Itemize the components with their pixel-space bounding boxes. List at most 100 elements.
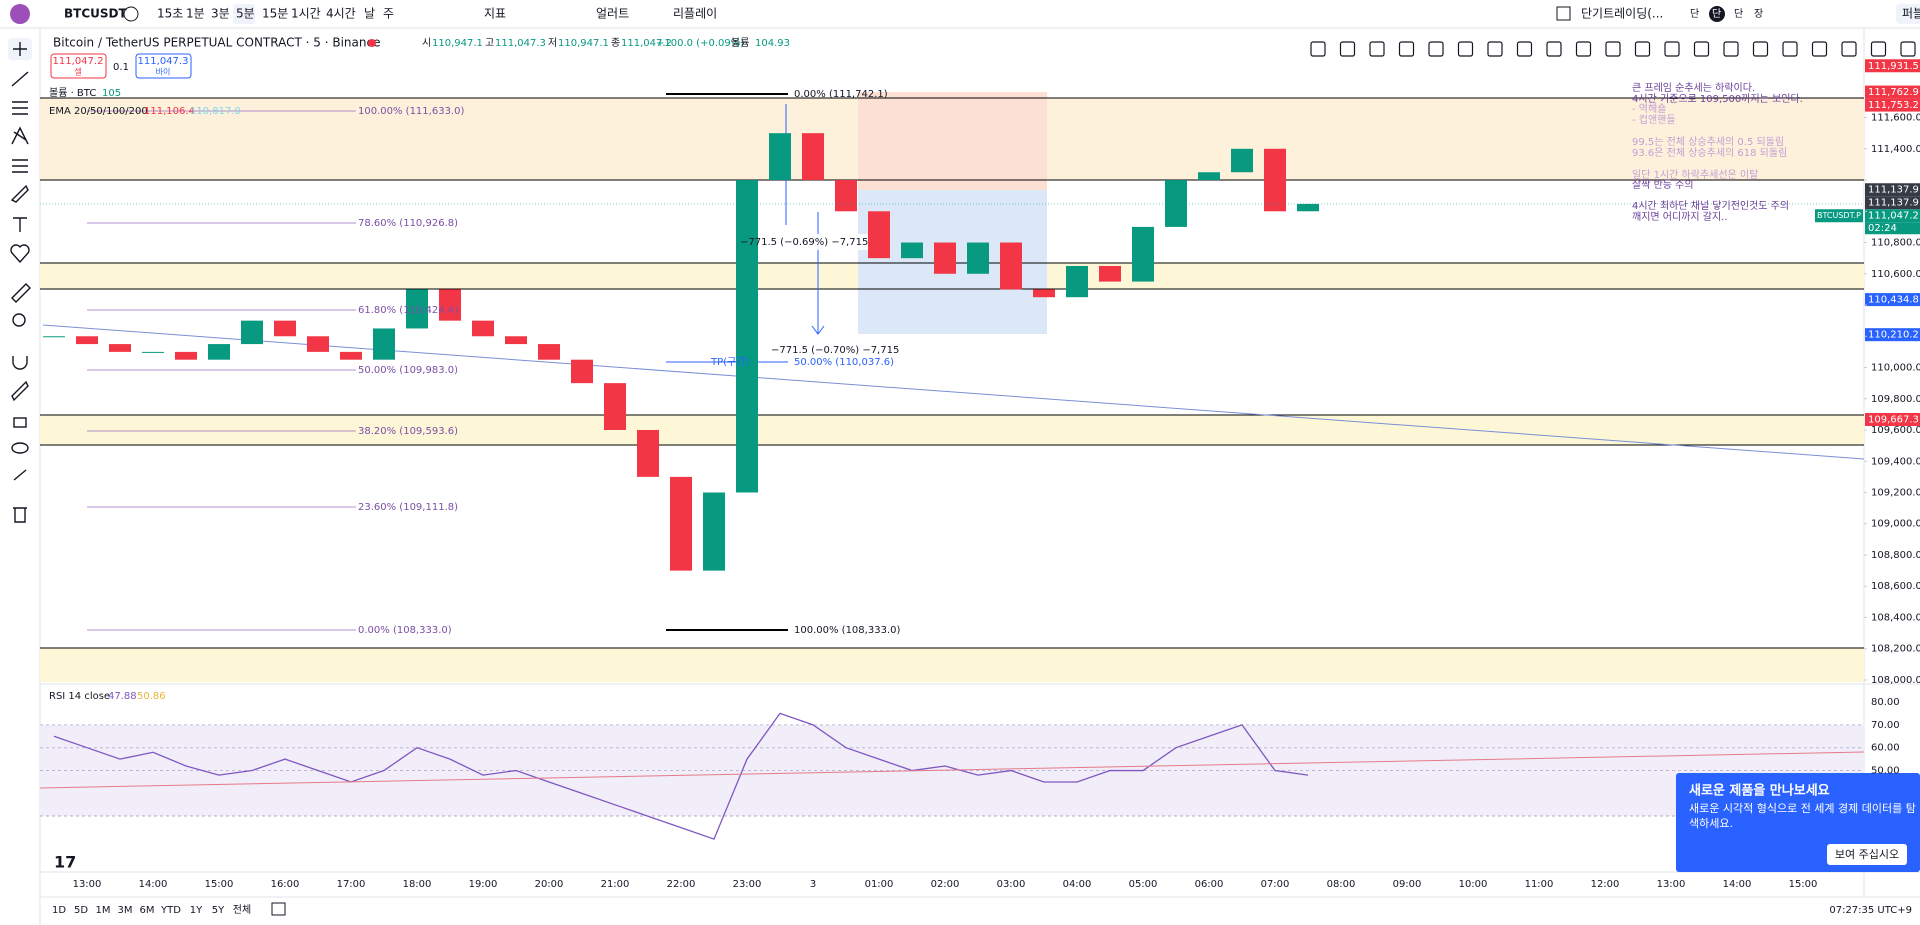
range-button[interactable]: 1D [52, 905, 66, 916]
range-button[interactable]: 5D [74, 905, 88, 916]
mode[interactable]: 단 [1734, 8, 1743, 20]
interval[interactable]: 4시간 [326, 7, 356, 21]
drawing-tool[interactable] [1339, 41, 1356, 57]
buy-price[interactable]: 111,047.3 [138, 56, 189, 67]
drawing-tool[interactable] [1693, 41, 1710, 57]
interval[interactable]: 5분 [236, 7, 255, 21]
candle [604, 383, 626, 431]
drawing-tool[interactable] [1457, 41, 1474, 57]
popup-button-label[interactable]: 보여 주십시오 [1835, 848, 1899, 861]
favorites-tool[interactable] [10, 244, 30, 264]
drawing-tool[interactable] [1369, 41, 1385, 57]
drawing-tool[interactable] [1398, 41, 1415, 57]
popup-title: 새로운 제품을 만나보세요 [1689, 783, 1830, 799]
drawing-tool[interactable] [1575, 41, 1592, 57]
publish-button[interactable] [1896, 4, 1920, 24]
drawing-tool[interactable] [1546, 41, 1562, 57]
drawing-tool[interactable] [1516, 41, 1533, 57]
layout-checkbox[interactable] [1556, 6, 1571, 21]
lock-tool[interactable] [13, 417, 27, 428]
publish[interactable]: 퍼블 [1902, 7, 1920, 21]
trendline-tool[interactable] [11, 71, 29, 87]
indicators[interactable]: 지표 [484, 7, 506, 21]
interval[interactable]: 주 [383, 7, 394, 21]
magnet-tool[interactable] [12, 356, 28, 370]
x-tick-label: 14:00 [1723, 879, 1752, 890]
popup[interactable]: 새로운 제품을 만나보세요 새로운 시각적 형식으로 전 세계 경제 데이터를 … [1676, 773, 1920, 872]
candle [307, 336, 329, 352]
replay[interactable]: 리플레이 [673, 7, 717, 21]
delete-tool[interactable] [13, 507, 27, 523]
mode-active[interactable] [1709, 6, 1725, 22]
alert[interactable]: 얼러트 [596, 7, 629, 21]
interval[interactable]: 1시간 [291, 7, 321, 21]
price-tag-label: 111,762.9 [1868, 87, 1919, 98]
range-button[interactable]: 5Y [212, 905, 225, 916]
ohlc-key: 고 [485, 38, 494, 49]
range-button[interactable]: 전체 [233, 904, 251, 916]
interval[interactable]: 1분 [186, 7, 205, 21]
popup-button[interactable] [1827, 844, 1907, 865]
x-tick-label: 14:00 [139, 879, 168, 890]
ruler-tool[interactable] [11, 283, 31, 303]
range-button[interactable]: 1Y [190, 905, 203, 916]
lock-drawing-tool[interactable] [11, 380, 29, 402]
avatar[interactable] [10, 4, 30, 24]
candle [439, 289, 461, 321]
interval[interactable]: 3분 [211, 7, 230, 21]
candle [736, 180, 758, 493]
fib-tool[interactable] [12, 101, 28, 115]
hide-tool[interactable] [11, 442, 29, 454]
y-tick-label: 108,200.0 [1871, 644, 1920, 655]
drawing-tool[interactable] [1870, 41, 1887, 57]
interval[interactable]: 날 [364, 7, 375, 21]
drawing-tool[interactable] [1487, 41, 1503, 57]
drawing-tool[interactable] [1310, 41, 1326, 57]
mode[interactable]: 단 [1690, 8, 1699, 20]
drawing-tool[interactable] [1664, 41, 1680, 57]
forecast-tool[interactable] [12, 159, 28, 173]
date-picker[interactable] [271, 902, 286, 916]
range-button[interactable]: 1M [96, 905, 111, 916]
range-button[interactable]: 3M [118, 905, 133, 916]
x-tick-label: 3 [810, 879, 816, 890]
text-tool[interactable] [13, 217, 27, 232]
layout-name[interactable]: 단기트레이딩(... [1581, 7, 1663, 21]
crosshair-tool[interactable] [13, 42, 27, 56]
drawing-tool[interactable] [1841, 41, 1857, 57]
drawing-tool[interactable] [1634, 41, 1651, 57]
add-symbol[interactable] [123, 6, 139, 22]
drawing-tool[interactable] [1723, 41, 1739, 57]
price-tag-label: 110,210.2 [1868, 330, 1919, 341]
buy[interactable]: 바이 [156, 67, 171, 77]
range-button[interactable]: YTD [160, 905, 181, 916]
x-tick-label: 08:00 [1327, 879, 1356, 890]
symbol[interactable]: BTCUSDT [64, 7, 127, 21]
sell-button[interactable] [50, 53, 107, 79]
left-toolbar[interactable] [8, 38, 32, 523]
drawing-tool[interactable] [1752, 41, 1769, 57]
annotation: 4시간 최하단 채널 닿기전인것도 주의 [1632, 199, 1789, 212]
buy-button[interactable] [135, 53, 192, 79]
drawing-toolbar[interactable] [1310, 41, 1920, 57]
interval[interactable]: 15초 [157, 7, 183, 21]
countdown: 02:24 [1868, 223, 1897, 234]
drawing-tool[interactable] [1428, 41, 1444, 57]
interval[interactable]: 15분 [262, 7, 288, 21]
drawing-tool[interactable] [1811, 41, 1828, 57]
sell-price[interactable]: 111,047.2 [53, 56, 104, 67]
mode[interactable]: 단 [1712, 8, 1721, 20]
pattern-tool[interactable] [11, 126, 29, 145]
brush-tool[interactable] [10, 184, 29, 203]
drawing-tool[interactable] [1605, 41, 1621, 57]
mode[interactable]: 장 [1754, 8, 1763, 20]
sell[interactable]: 셀 [74, 67, 81, 77]
range-button[interactable]: 6M [140, 905, 155, 916]
drawing-tool[interactable] [1900, 41, 1916, 57]
price-tag [1865, 412, 1920, 426]
zoom-tool[interactable] [12, 313, 26, 327]
link-tool[interactable] [13, 469, 27, 481]
x-tick-label: 18:00 [403, 879, 432, 890]
drawing-tool[interactable] [1782, 41, 1798, 57]
interval-active[interactable] [233, 4, 255, 24]
